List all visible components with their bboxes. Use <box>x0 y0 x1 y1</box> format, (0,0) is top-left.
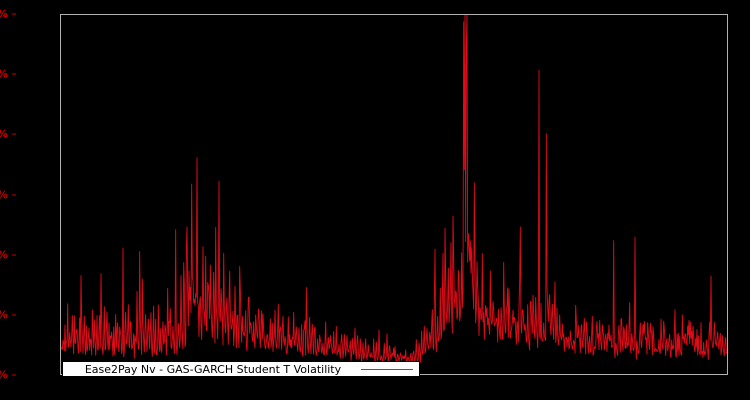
y-tick-mark <box>12 13 16 15</box>
y-tick-mark <box>12 73 16 75</box>
y-tick-mark <box>12 133 16 135</box>
y-tick-label: 600% <box>0 8 8 21</box>
series-plot <box>61 15 727 365</box>
y-tick-label: 300% <box>0 188 8 201</box>
y-tick-mark <box>12 194 16 195</box>
legend-label: Ease2Pay Nv - GAS-GARCH Student T Volati… <box>84 362 342 376</box>
volatility-series-line <box>61 15 727 365</box>
plot-area <box>60 14 728 375</box>
y-tick-mark <box>12 254 16 256</box>
y-tick-label: 500% <box>0 68 8 81</box>
y-tick-label: 0% <box>0 369 8 382</box>
y-tick-label: 100% <box>0 308 8 321</box>
y-tick-label: 400% <box>0 128 8 141</box>
y-axis: 0% 100% 200% 300% 400% 500% 600% <box>0 0 60 400</box>
y-tick-mark <box>12 314 16 316</box>
y-tick-mark <box>12 374 16 376</box>
y-tick-label: 200% <box>0 248 8 261</box>
legend-line-sample <box>361 368 413 370</box>
legend: Ease2Pay Nv - GAS-GARCH Student T Volati… <box>62 361 420 377</box>
